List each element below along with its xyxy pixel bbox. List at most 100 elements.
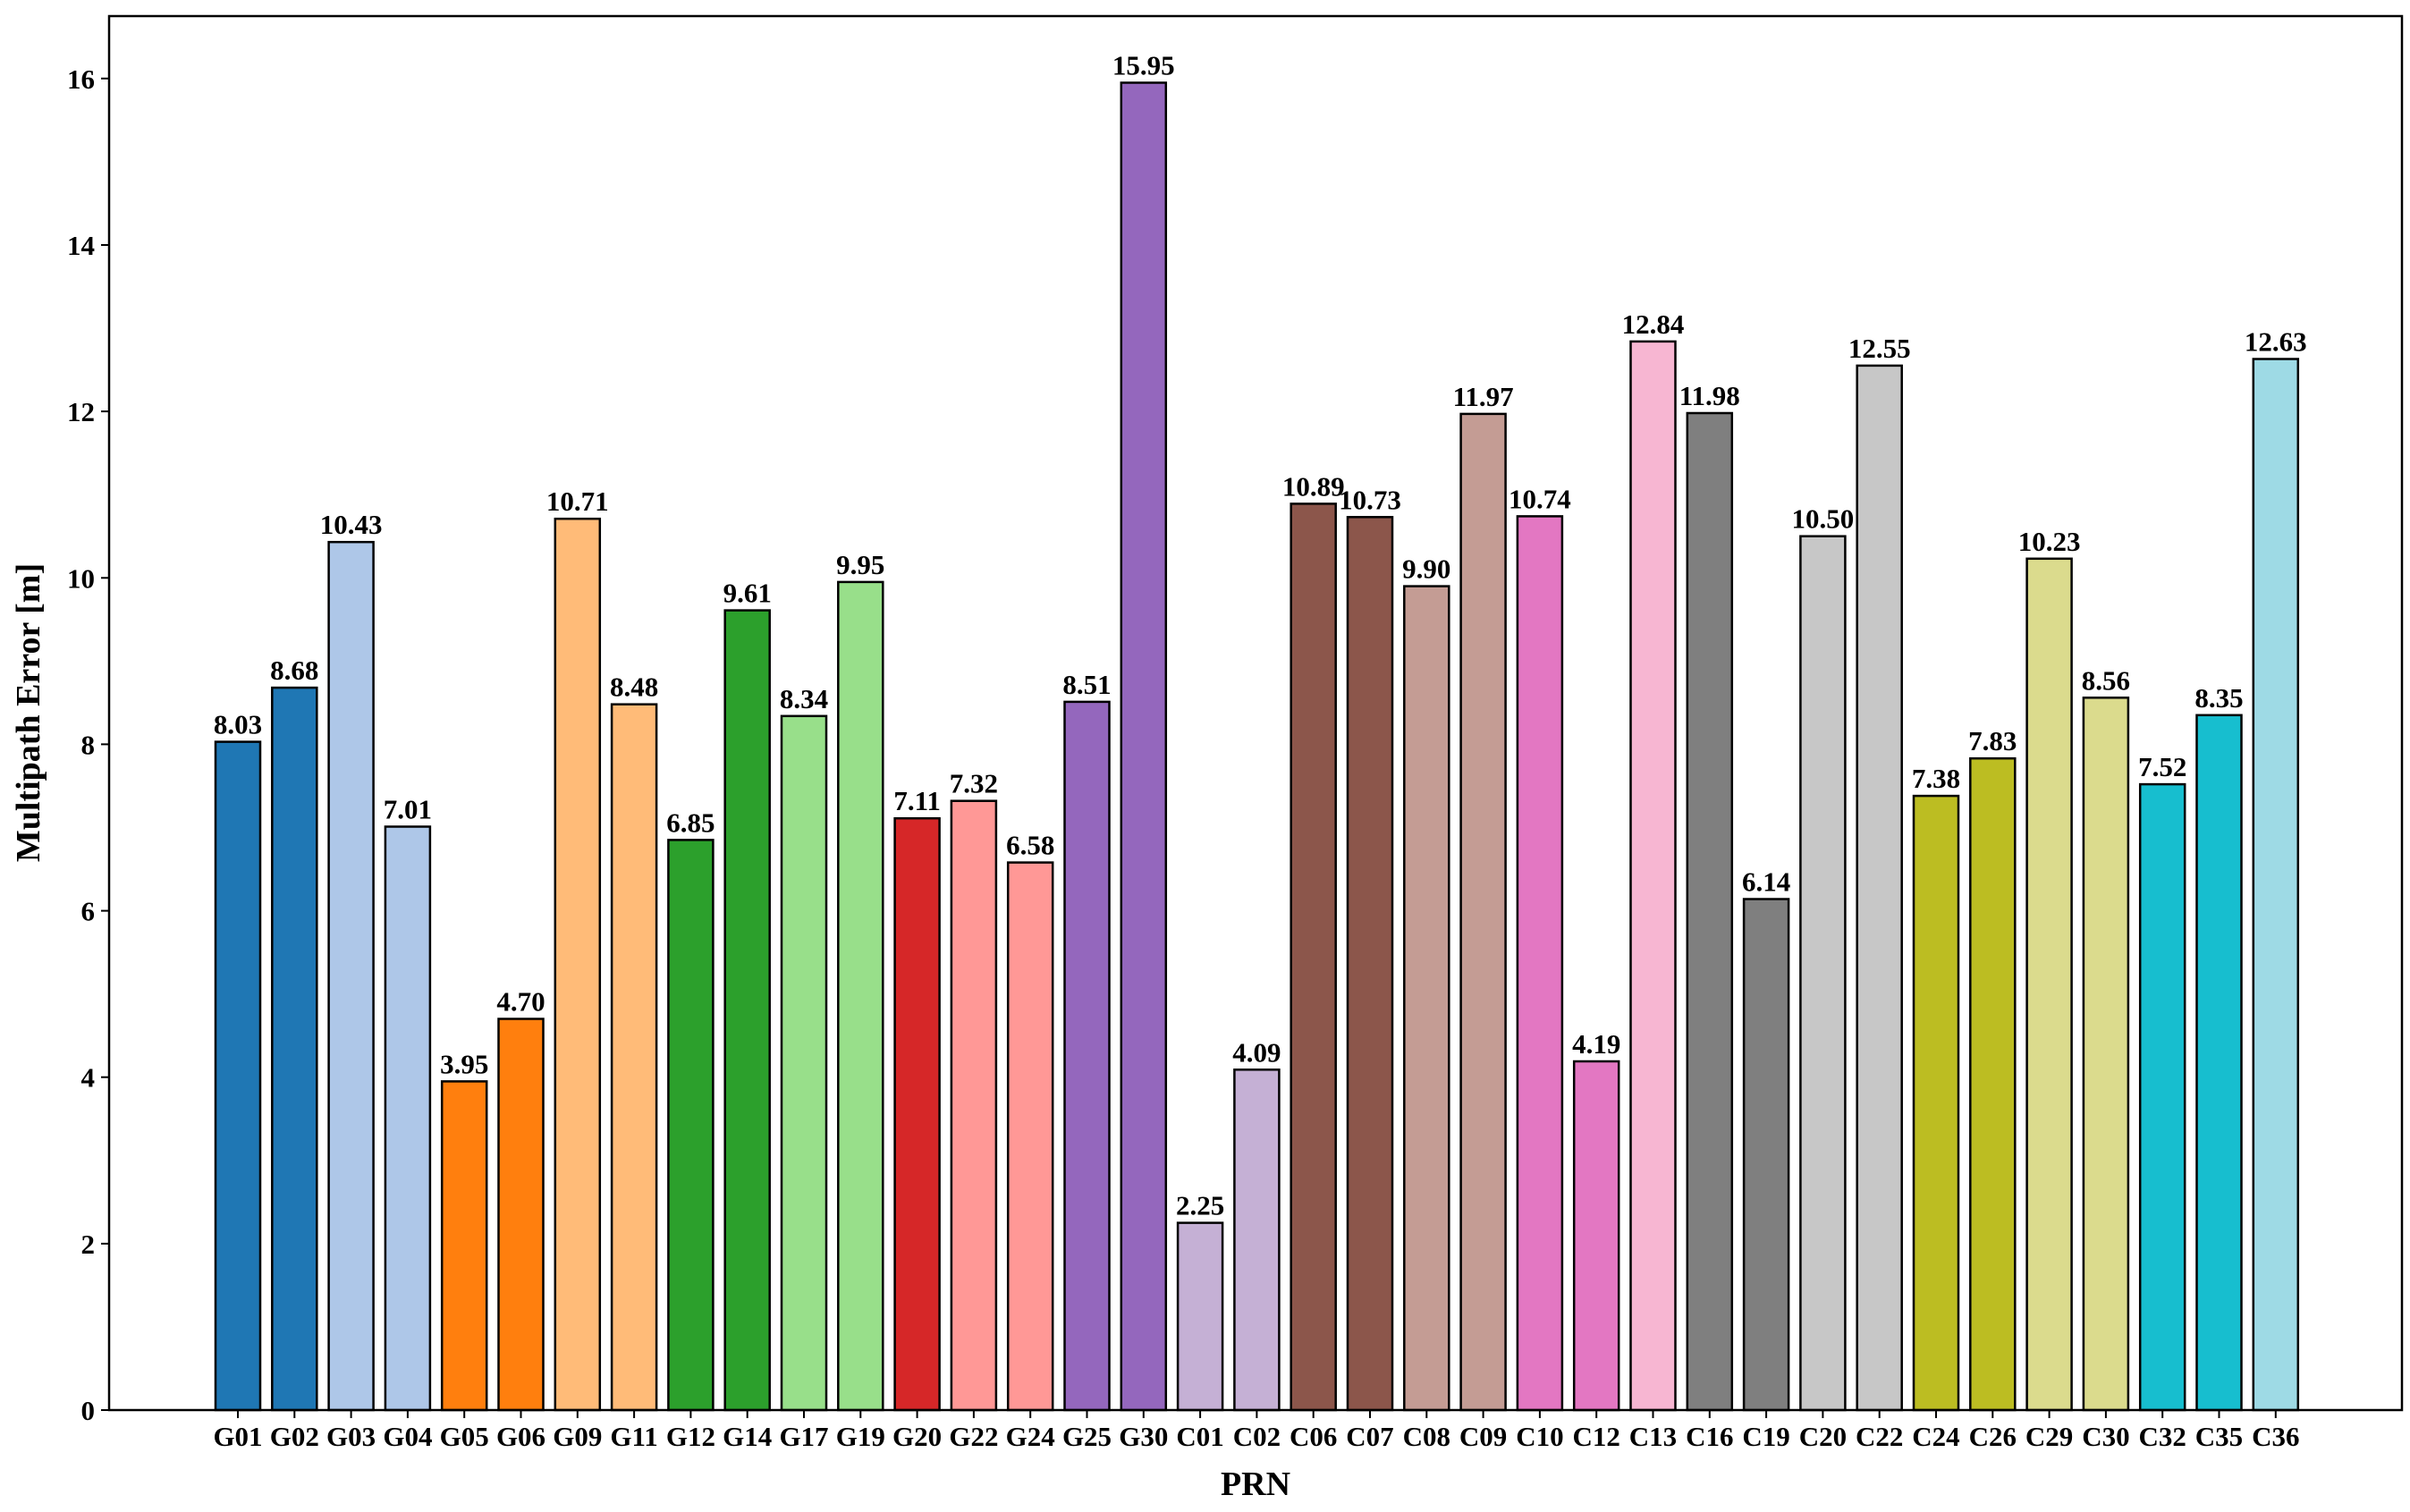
bar-C29 xyxy=(2025,557,2073,1412)
x-tick-label-C07: C07 xyxy=(1346,1421,1393,1452)
x-tick-label-C08: C08 xyxy=(1403,1421,1450,1452)
bar-value-label-C19: 6.14 xyxy=(1742,866,1790,898)
bar-value-label-G06: 4.70 xyxy=(496,986,545,1018)
bar-value-label-G02: 8.68 xyxy=(270,655,318,686)
x-tick-label-G01: G01 xyxy=(213,1421,262,1452)
bar-value-label-G01: 8.03 xyxy=(214,709,262,740)
bar-G14 xyxy=(723,609,771,1412)
bar-C16 xyxy=(1686,411,1734,1412)
x-tick-label-G22: G22 xyxy=(949,1421,998,1452)
y-tick-label-8: 8 xyxy=(81,729,96,760)
x-tick-label-C06: C06 xyxy=(1290,1421,1337,1452)
bar-G04 xyxy=(384,825,432,1412)
bar-G06 xyxy=(497,1018,545,1412)
y-tick-label-6: 6 xyxy=(81,896,96,927)
bar-value-label-C30: 8.56 xyxy=(2082,664,2130,696)
bar-G17 xyxy=(780,714,828,1412)
bar-value-label-G04: 7.01 xyxy=(384,794,432,825)
bar-C10 xyxy=(1516,515,1564,1412)
y-axis-title: Multipath Error [m] xyxy=(10,563,47,862)
x-tick-label-C09: C09 xyxy=(1459,1421,1507,1452)
x-tick-label-C19: C19 xyxy=(1742,1421,1789,1452)
bar-value-label-C24: 7.38 xyxy=(1912,763,1960,794)
bar-value-label-G11: 8.48 xyxy=(610,672,658,703)
bars-group xyxy=(214,81,2300,1412)
x-tick-label-G30: G30 xyxy=(1119,1421,1168,1452)
bar-C01 xyxy=(1176,1221,1224,1412)
x-tick-label-C29: C29 xyxy=(2025,1421,2073,1452)
bar-value-label-C22: 12.55 xyxy=(1848,333,1911,364)
bar-C12 xyxy=(1572,1060,1620,1412)
x-axis-title: PRN xyxy=(1221,1466,1290,1503)
bar-value-label-G24: 6.58 xyxy=(1006,830,1054,861)
y-tick-label-14: 14 xyxy=(67,230,95,261)
x-axis: G01 G02 G03 G04 G05 G06 G09 G11 G12 G14 G17 G19 G20 G… xyxy=(213,1410,2299,1452)
x-tick-label-G20: G20 xyxy=(892,1421,942,1452)
bar-value-label-C09: 11.97 xyxy=(1453,381,1514,412)
bar-G30 xyxy=(1120,81,1168,1412)
bar-G09 xyxy=(554,517,602,1412)
x-tick-label-C10: C10 xyxy=(1516,1421,1563,1452)
x-tick-label-G11: G11 xyxy=(610,1421,657,1452)
bar-value-label-C20: 10.50 xyxy=(1792,503,1855,535)
bar-value-label-C02: 4.09 xyxy=(1232,1036,1281,1068)
x-tick-label-C01: C01 xyxy=(1176,1421,1223,1452)
bar-value-label-G25: 8.51 xyxy=(1062,669,1111,700)
bar-C35 xyxy=(2195,714,2243,1412)
x-tick-label-C36: C36 xyxy=(2252,1421,2299,1452)
bar-C08 xyxy=(1403,585,1450,1412)
bar-C07 xyxy=(1346,516,1394,1412)
x-tick-label-G04: G04 xyxy=(383,1421,432,1452)
x-tick-label-G05: G05 xyxy=(440,1421,489,1452)
bar-value-label-G09: 10.71 xyxy=(546,486,609,517)
y-tick-label-12: 12 xyxy=(67,396,95,427)
x-tick-label-G14: G14 xyxy=(723,1421,772,1452)
bar-G02 xyxy=(271,686,318,1412)
x-tick-label-G25: G25 xyxy=(1062,1421,1112,1452)
bar-value-label-G19: 9.95 xyxy=(836,549,884,580)
y-tick-label-4: 4 xyxy=(81,1062,96,1094)
bar-value-label-C01: 2.25 xyxy=(1176,1190,1224,1221)
bar-C24 xyxy=(1912,794,1960,1412)
bar-value-label-C08: 9.90 xyxy=(1402,553,1450,585)
bar-value-label-G20: 7.11 xyxy=(893,785,941,816)
bar-value-label-G14: 9.61 xyxy=(723,578,772,609)
bar-value-label-C26: 7.83 xyxy=(1968,725,2017,756)
bar-value-label-G12: 6.85 xyxy=(666,807,715,838)
bar-C26 xyxy=(1969,756,2017,1412)
bar-C13 xyxy=(1629,340,1677,1412)
bar-value-label-C29: 10.23 xyxy=(2018,526,2081,557)
bar-value-label-C16: 11.98 xyxy=(1679,380,1740,411)
bar-value-label-C12: 4.19 xyxy=(1572,1028,1620,1060)
bar-C09 xyxy=(1459,412,1507,1412)
y-tick-label-2: 2 xyxy=(81,1229,96,1260)
plot-frame xyxy=(107,14,2404,1412)
bar-G12 xyxy=(667,839,715,1412)
bar-C30 xyxy=(2082,697,2130,1412)
bar-value-label-G30: 15.95 xyxy=(1112,50,1175,81)
x-tick-label-C02: C02 xyxy=(1233,1421,1281,1452)
bar-G20 xyxy=(893,816,941,1412)
x-tick-label-G03: G03 xyxy=(326,1421,376,1452)
x-tick-label-C22: C22 xyxy=(1856,1421,1903,1452)
bar-value-label-G17: 8.34 xyxy=(780,683,828,714)
x-tick-label-G06: G06 xyxy=(496,1421,545,1452)
bar-C32 xyxy=(2138,782,2186,1412)
bar-value-label-G05: 3.95 xyxy=(440,1048,488,1079)
bar-value-label-G03: 10.43 xyxy=(320,509,383,540)
bar-G01 xyxy=(214,740,262,1412)
bar-value-label-C35: 8.35 xyxy=(2194,682,2243,714)
bar-value-label-G22: 7.32 xyxy=(950,768,998,799)
bar-C22 xyxy=(1856,364,1903,1412)
x-tick-label-C35: C35 xyxy=(2195,1421,2243,1452)
bar-C06 xyxy=(1290,503,1337,1412)
x-tick-label-G19: G19 xyxy=(836,1421,885,1452)
bar-G25 xyxy=(1063,700,1111,1412)
y-tick-label-10: 10 xyxy=(67,562,95,594)
bar-C19 xyxy=(1742,898,1790,1412)
x-tick-label-C13: C13 xyxy=(1629,1421,1677,1452)
bar-value-label-C06: 10.89 xyxy=(1282,470,1345,502)
x-tick-label-C12: C12 xyxy=(1573,1421,1620,1452)
x-tick-label-G02: G02 xyxy=(270,1421,319,1452)
